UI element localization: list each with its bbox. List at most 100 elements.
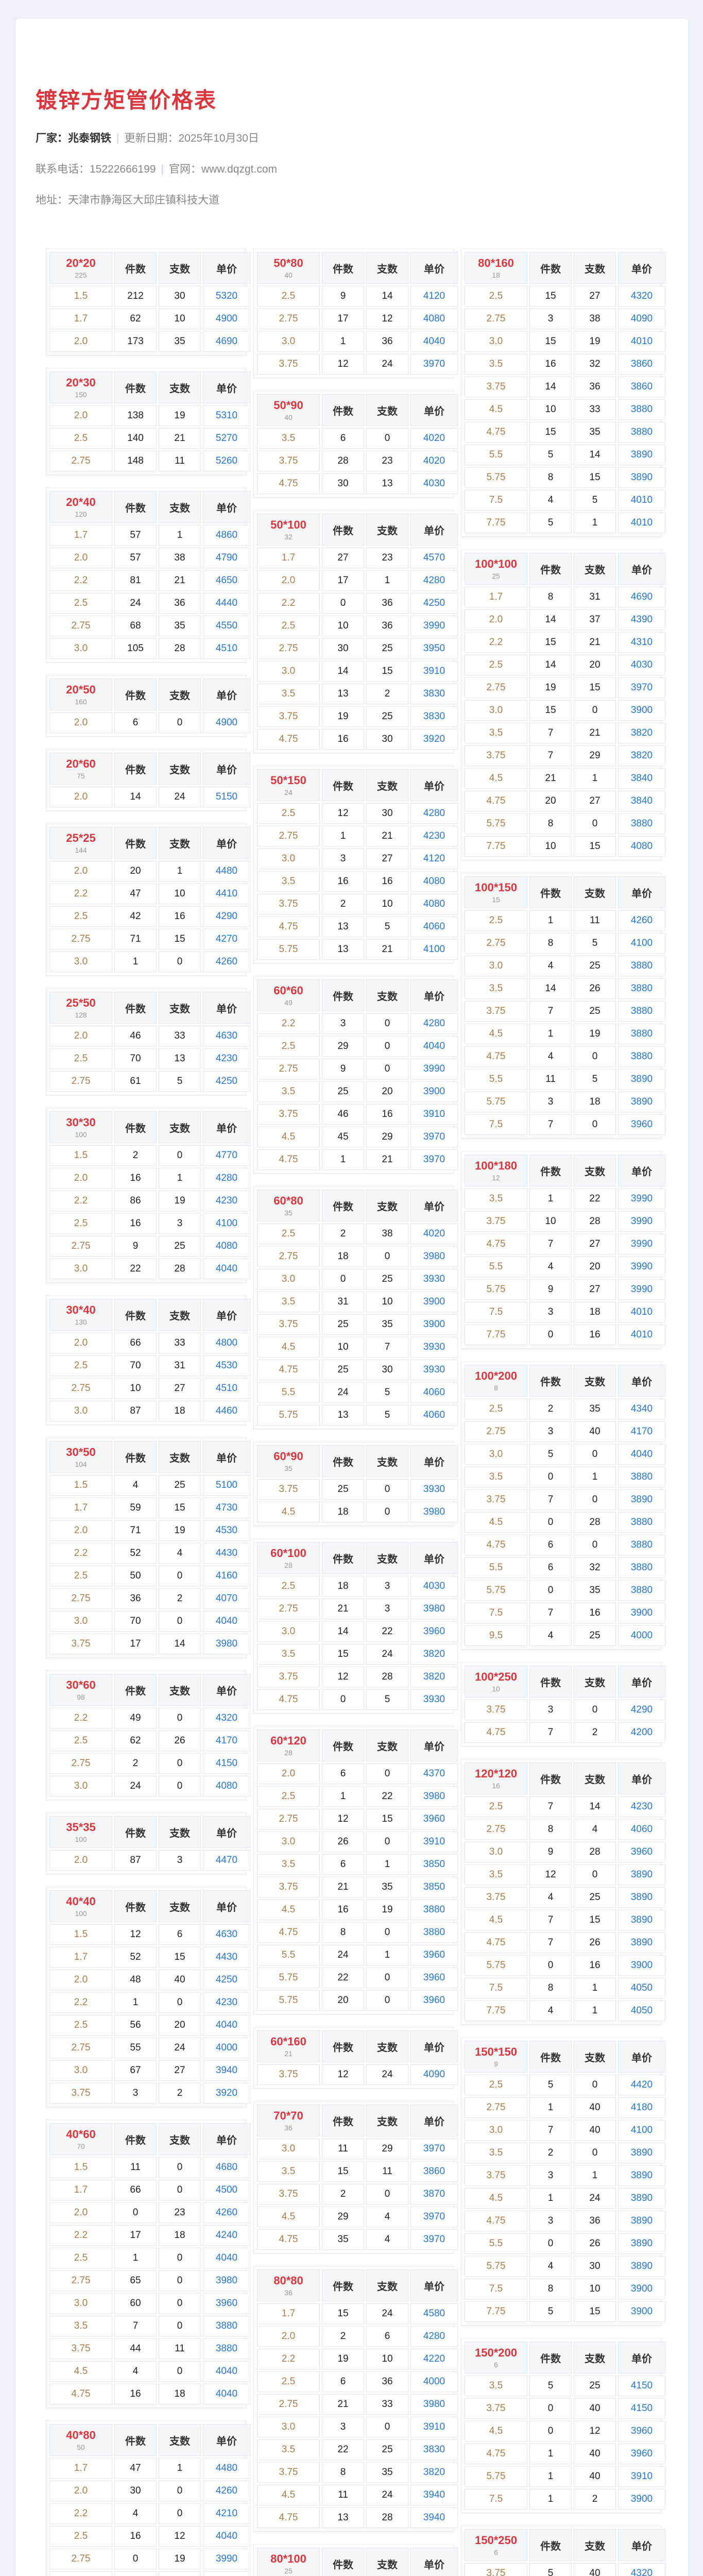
price-link[interactable]: 4100 — [410, 939, 458, 960]
price-link[interactable]: 3910 — [618, 2466, 665, 2487]
price-link[interactable]: 4080 — [203, 1776, 250, 1797]
price-link[interactable]: 4060 — [410, 917, 458, 937]
price-link[interactable]: 3920 — [203, 2083, 250, 2104]
price-link[interactable]: 4250 — [410, 593, 458, 614]
price-link[interactable]: 4440 — [203, 593, 250, 614]
price-link[interactable]: 3890 — [618, 1069, 665, 1090]
price-link[interactable]: 4150 — [618, 2398, 665, 2419]
price-link[interactable]: 4530 — [203, 1520, 250, 1541]
price-link[interactable]: 3890 — [618, 1865, 665, 1885]
price-link[interactable]: 3960 — [410, 1990, 458, 2011]
price-link[interactable]: 3890 — [618, 2256, 665, 2277]
price-link[interactable]: 3900 — [618, 2489, 665, 2510]
price-link[interactable]: 4080 — [410, 894, 458, 914]
price-link[interactable]: 3880 — [618, 1557, 665, 1578]
price-link[interactable]: 5320 — [203, 286, 250, 307]
price-link[interactable]: 4040 — [203, 2384, 250, 2404]
price-link[interactable]: 4040 — [203, 2526, 250, 2547]
price-link[interactable]: 4430 — [203, 1947, 250, 1968]
price-link[interactable]: 4260 — [203, 2481, 250, 2501]
price-link[interactable]: 3890 — [618, 1092, 665, 1112]
price-link[interactable]: 5270 — [203, 428, 250, 449]
price-link[interactable]: 4230 — [203, 1048, 250, 1069]
price-link[interactable]: 3860 — [618, 377, 665, 397]
price-link[interactable]: 4270 — [203, 929, 250, 950]
price-link[interactable]: 5260 — [203, 451, 250, 471]
price-link[interactable]: 4040 — [203, 2361, 250, 2382]
price-link[interactable]: 3820 — [410, 1644, 458, 1665]
price-link[interactable]: 3990 — [618, 1211, 665, 1232]
price-link[interactable]: 3860 — [410, 2161, 458, 2182]
price-link[interactable]: 3980 — [410, 2394, 458, 2415]
price-link[interactable]: 3930 — [410, 1479, 458, 1500]
price-link[interactable]: 3960 — [618, 1842, 665, 1862]
price-link[interactable]: 3960 — [618, 1114, 665, 1135]
price-link[interactable]: 4420 — [618, 2075, 665, 2095]
price-link[interactable]: 4550 — [203, 616, 250, 636]
price-link[interactable]: 4510 — [203, 1378, 250, 1399]
price-link[interactable]: 3980 — [203, 2270, 250, 2291]
price-link[interactable]: 4030 — [410, 473, 458, 494]
price-link[interactable]: 3960 — [618, 2421, 665, 2442]
price-link[interactable]: 3890 — [618, 2143, 665, 2163]
price-link[interactable]: 4090 — [410, 2064, 458, 2085]
price-link[interactable]: 4050 — [618, 2001, 665, 2021]
price-link[interactable]: 3890 — [618, 467, 665, 488]
price-link[interactable]: 4370 — [410, 1764, 458, 1784]
price-link[interactable]: 4900 — [203, 713, 250, 733]
price-link[interactable]: 4080 — [410, 871, 458, 892]
price-link[interactable]: 3840 — [618, 768, 665, 789]
price-link[interactable]: 3930 — [410, 1360, 458, 1380]
price-link[interactable]: 4020 — [410, 428, 458, 449]
price-link[interactable]: 4320 — [203, 1708, 250, 1728]
price-link[interactable]: 3820 — [618, 745, 665, 766]
price-link[interactable]: 4040 — [203, 2015, 250, 2036]
price-link[interactable]: 4170 — [618, 1421, 665, 1442]
price-link[interactable]: 4680 — [203, 2157, 250, 2178]
price-link[interactable]: 3880 — [618, 1467, 665, 1487]
price-link[interactable]: 3970 — [410, 1149, 458, 1170]
price-link[interactable]: 4100 — [203, 1213, 250, 1234]
price-link[interactable]: 4430 — [203, 1543, 250, 1564]
price-link[interactable]: 3880 — [203, 2338, 250, 2359]
price-link[interactable]: 3910 — [410, 1832, 458, 1852]
price-link[interactable]: 3980 — [410, 1599, 458, 1619]
price-link[interactable]: 3980 — [410, 1786, 458, 1807]
price-link[interactable]: 3880 — [618, 1024, 665, 1044]
price-link[interactable]: 4160 — [203, 1566, 250, 1586]
price-link[interactable]: 4470 — [203, 1850, 250, 1871]
price-link[interactable]: 4090 — [618, 309, 665, 329]
price-link[interactable]: 4320 — [618, 2563, 665, 2576]
price-link[interactable]: 3900 — [410, 1314, 458, 1335]
price-link[interactable]: 3980 — [203, 1634, 250, 1654]
price-link[interactable]: 4320 — [618, 286, 665, 307]
price-link[interactable]: 3900 — [410, 1292, 458, 1312]
price-link[interactable]: 3900 — [618, 2279, 665, 2299]
price-link[interactable]: 4280 — [410, 803, 458, 824]
price-link[interactable]: 5310 — [203, 405, 250, 426]
price-link[interactable]: 4390 — [618, 609, 665, 630]
price-link[interactable]: 3890 — [618, 1933, 665, 1953]
price-link[interactable]: 3880 — [410, 1900, 458, 1920]
price-link[interactable]: 3970 — [410, 354, 458, 375]
price-link[interactable]: 4280 — [203, 1168, 250, 1189]
price-link[interactable]: 4100 — [618, 2120, 665, 2141]
price-link[interactable]: 4180 — [618, 2097, 665, 2118]
price-link[interactable]: 3950 — [203, 2571, 250, 2576]
price-link[interactable]: 3970 — [410, 2139, 458, 2159]
price-link[interactable]: 3950 — [410, 638, 458, 659]
price-link[interactable]: 3980 — [410, 1246, 458, 1267]
price-link[interactable]: 4280 — [410, 2326, 458, 2347]
price-link[interactable]: 3890 — [618, 1887, 665, 1908]
price-link[interactable]: 3940 — [410, 2507, 458, 2528]
price-link[interactable]: 3970 — [410, 2207, 458, 2227]
price-link[interactable]: 3880 — [618, 1001, 665, 1022]
price-link[interactable]: 3980 — [410, 1502, 458, 1522]
price-link[interactable]: 4260 — [203, 952, 250, 972]
price-link[interactable]: 3880 — [618, 1580, 665, 1601]
price-link[interactable]: 3900 — [618, 1603, 665, 1623]
price-link[interactable]: 3820 — [410, 2462, 458, 2483]
price-link[interactable]: 4480 — [203, 2458, 250, 2479]
price-link[interactable]: 4040 — [203, 1259, 250, 1279]
price-link[interactable]: 3890 — [618, 2188, 665, 2209]
